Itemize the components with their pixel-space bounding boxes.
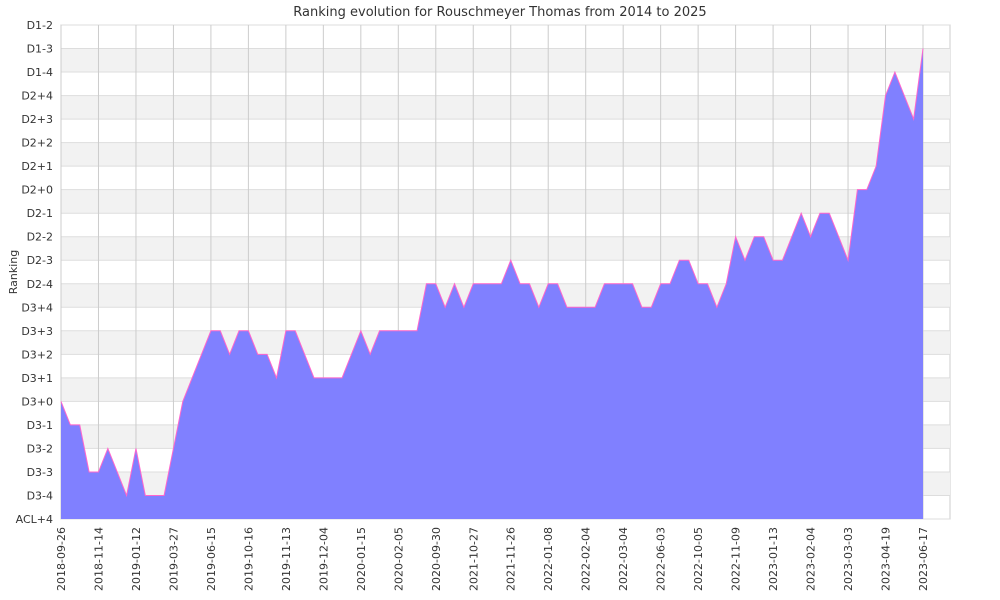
x-tick-label: 2020-02-05 [392, 527, 405, 591]
x-tick-label: 2022-02-04 [580, 527, 593, 591]
y-tick-label: D3-3 [27, 466, 53, 479]
y-tick-label: D3-4 [27, 489, 53, 502]
x-tick-label: 2023-04-19 [880, 527, 893, 591]
x-tick-label: 2023-02-04 [805, 527, 818, 591]
grid-band [61, 142, 950, 167]
x-tick-label: 2023-01-13 [767, 527, 780, 591]
y-tick-label: D3+0 [21, 395, 53, 408]
y-tick-label: D1-3 [27, 43, 53, 56]
chart-title: Ranking evolution for Rouschmeyer Thomas… [293, 5, 706, 20]
y-tick-label: D2-2 [27, 231, 53, 244]
y-tick-label: ACL+4 [16, 513, 53, 526]
x-tick-label: 2022-01-08 [542, 527, 555, 591]
x-tick-label: 2022-10-05 [692, 527, 705, 591]
y-tick-label: D3-2 [27, 442, 53, 455]
y-tick-label: D2+0 [21, 184, 53, 197]
y-tick-label: D1-2 [27, 19, 53, 32]
y-tick-label: D3-1 [27, 419, 53, 432]
y-tick-label: D2-1 [27, 207, 53, 220]
y-tick-label: D2+3 [21, 113, 53, 126]
x-tick-label: 2023-06-17 [917, 527, 930, 591]
x-tick-label: 2022-03-04 [617, 527, 630, 591]
x-tick-label: 2019-06-15 [205, 527, 218, 591]
grid-band [61, 236, 950, 261]
x-tick-label: 2021-11-26 [505, 527, 518, 591]
y-tick-label: D3+3 [21, 325, 53, 338]
x-tick-label: 2018-11-14 [92, 527, 105, 591]
line [60, 48, 924, 498]
y-tick-label: D2-4 [27, 278, 53, 291]
y-axis-label: Ranking [7, 250, 20, 295]
x-tick-label: 2019-03-27 [167, 527, 180, 591]
x-tick-label: 2018-09-26 [55, 527, 68, 591]
x-tick-label: 2023-03-03 [842, 527, 855, 591]
y-tick-label: D2-3 [27, 254, 53, 267]
y-tick-label: D2+4 [21, 90, 53, 103]
y-tick-label: D3+2 [21, 348, 53, 361]
x-tick-label: 2019-11-13 [280, 527, 293, 591]
y-tick-label: D3+4 [21, 301, 53, 314]
x-tick-label: 2022-11-09 [730, 527, 743, 591]
x-tick-label: 2021-10-27 [467, 527, 480, 591]
y-tick-label: D2+1 [21, 160, 53, 173]
y-tick-label: D2+2 [21, 137, 53, 150]
x-tick-label: 2019-12-04 [317, 527, 330, 591]
grid-band [61, 48, 950, 73]
x-tick-label: 2019-10-16 [242, 527, 255, 591]
x-tick-label: 2019-01-12 [130, 527, 143, 591]
y-tick-label: D3+1 [21, 372, 53, 385]
grid-band [61, 95, 950, 120]
x-tick-label: 2022-06-03 [655, 527, 668, 591]
x-tick-label: 2020-09-30 [430, 527, 443, 591]
y-tick-label: D1-4 [27, 66, 53, 79]
x-tick-label: 2020-01-15 [355, 527, 368, 591]
grid-band [61, 189, 950, 214]
